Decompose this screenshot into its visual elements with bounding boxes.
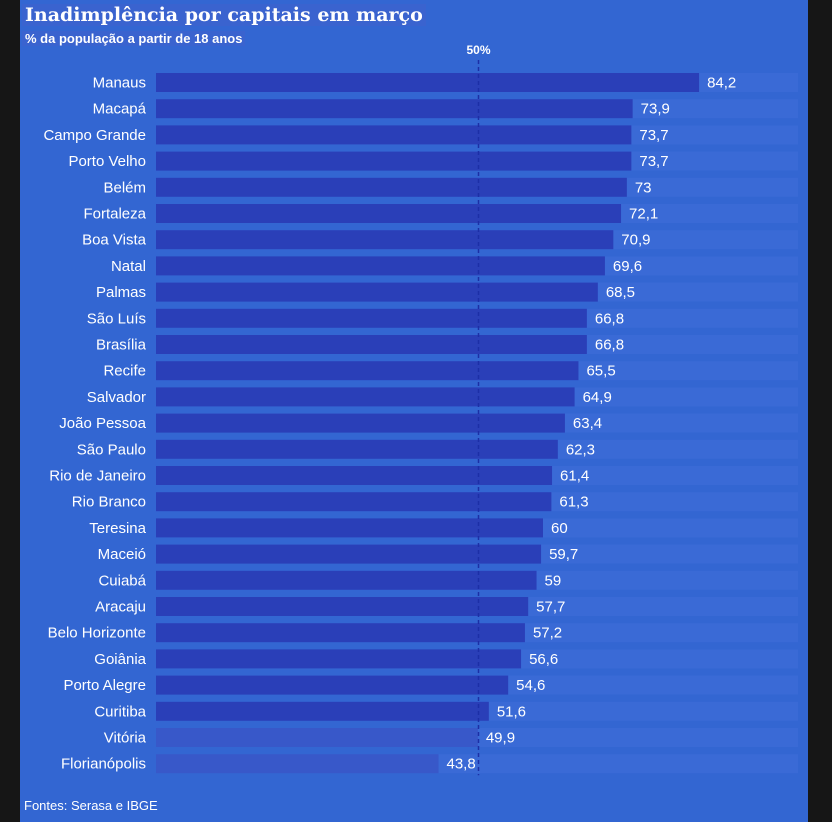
category-labels: Manaus Macapá Campo Grande Porto Velho Belém…	[43, 75, 146, 773]
value-label: 59,7	[549, 546, 578, 563]
category-label: Goiânia	[94, 651, 146, 668]
category-label: Recife	[103, 363, 146, 380]
bar	[156, 649, 522, 669]
category-label: Manaus	[93, 75, 146, 92]
category-label: Maceió	[98, 546, 146, 563]
source-note: Fontes: Serasa e IBGE	[24, 798, 158, 813]
bar	[156, 492, 552, 512]
value-label: 49,9	[486, 730, 515, 747]
category-label: Curitiba	[94, 703, 146, 720]
category-label: Cuiabá	[98, 572, 146, 589]
value-label: 72,1	[629, 206, 658, 223]
bar	[156, 204, 622, 223]
chart-subtitle: % da população a partir de 18 anos	[22, 31, 246, 46]
bar	[156, 99, 633, 119]
value-label: 63,4	[573, 415, 602, 432]
value-label: 57,2	[533, 625, 562, 642]
bar	[156, 466, 553, 485]
category-label: Boa Vista	[82, 232, 147, 249]
bar	[156, 73, 700, 92]
value-label: 62,3	[566, 441, 595, 458]
value-label: 68,5	[606, 284, 635, 301]
category-label: Aracaju	[95, 599, 146, 616]
category-label: Porto Alegre	[63, 677, 146, 694]
bar	[156, 230, 614, 250]
chart-title: Inadimplência por capitais em março	[22, 4, 426, 26]
bar	[156, 256, 605, 276]
value-label: 59	[545, 572, 562, 589]
value-label: 73	[635, 179, 652, 196]
value-label: 54,6	[516, 677, 545, 694]
category-label: Macapá	[93, 101, 147, 118]
category-label: Campo Grande	[43, 127, 146, 144]
value-label: 60	[551, 520, 568, 537]
bar	[156, 282, 598, 302]
category-label: Belo Horizonte	[48, 625, 146, 642]
value-label: 51,6	[497, 703, 526, 720]
bar	[156, 387, 575, 407]
reference-line-label: 50%	[466, 43, 490, 57]
category-label: Brasília	[96, 337, 147, 354]
category-label: Salvador	[87, 389, 146, 406]
bar	[156, 544, 542, 564]
bar	[156, 728, 478, 747]
category-label: São Luís	[87, 310, 146, 327]
reference-line-group: 50%	[466, 43, 491, 776]
value-label: 61,3	[559, 494, 588, 511]
value-label: 66,8	[595, 337, 624, 354]
value-labels: 84,2 73,9 73,7 73,7 73 72,1 70,9 69,6 68,5 66,8 66…	[447, 75, 737, 773]
bar	[156, 125, 632, 145]
category-label: Florianópolis	[61, 756, 146, 773]
bar	[156, 701, 489, 721]
bar	[156, 361, 579, 381]
bar	[156, 335, 587, 354]
category-label: Natal	[111, 258, 146, 275]
value-label: 73,7	[639, 127, 668, 144]
bar	[156, 439, 558, 459]
value-label: 65,5	[586, 363, 615, 380]
value-label: 70,9	[621, 232, 650, 249]
bar	[156, 597, 529, 616]
bar	[156, 518, 543, 538]
category-label: Vitória	[104, 730, 147, 747]
bar	[156, 151, 632, 171]
bar	[156, 623, 525, 643]
bar	[156, 570, 537, 590]
category-label: Teresina	[89, 520, 146, 537]
category-label: Porto Velho	[68, 153, 146, 170]
value-label: 56,6	[529, 651, 558, 668]
value-label: 66,8	[595, 310, 624, 327]
bar	[156, 675, 509, 695]
bar	[156, 308, 587, 328]
category-label: Rio de Janeiro	[49, 468, 146, 485]
bar	[156, 754, 439, 774]
category-label: São Paulo	[77, 441, 146, 458]
value-label: 57,7	[536, 599, 565, 616]
value-label: 73,7	[639, 153, 668, 170]
value-label: 73,9	[641, 101, 670, 118]
bars	[156, 73, 700, 774]
value-label: 64,9	[583, 389, 612, 406]
category-label: Fortaleza	[83, 206, 146, 223]
value-label: 43,8	[447, 756, 476, 773]
bar	[156, 413, 565, 433]
value-label: 69,6	[613, 258, 642, 275]
value-label: 84,2	[707, 75, 736, 92]
bar	[156, 177, 627, 197]
category-label: Rio Branco	[72, 494, 146, 511]
value-label: 61,4	[560, 468, 589, 485]
category-label: Belém	[103, 179, 146, 196]
category-label: Palmas	[96, 284, 146, 301]
category-label: João Pessoa	[59, 415, 146, 432]
